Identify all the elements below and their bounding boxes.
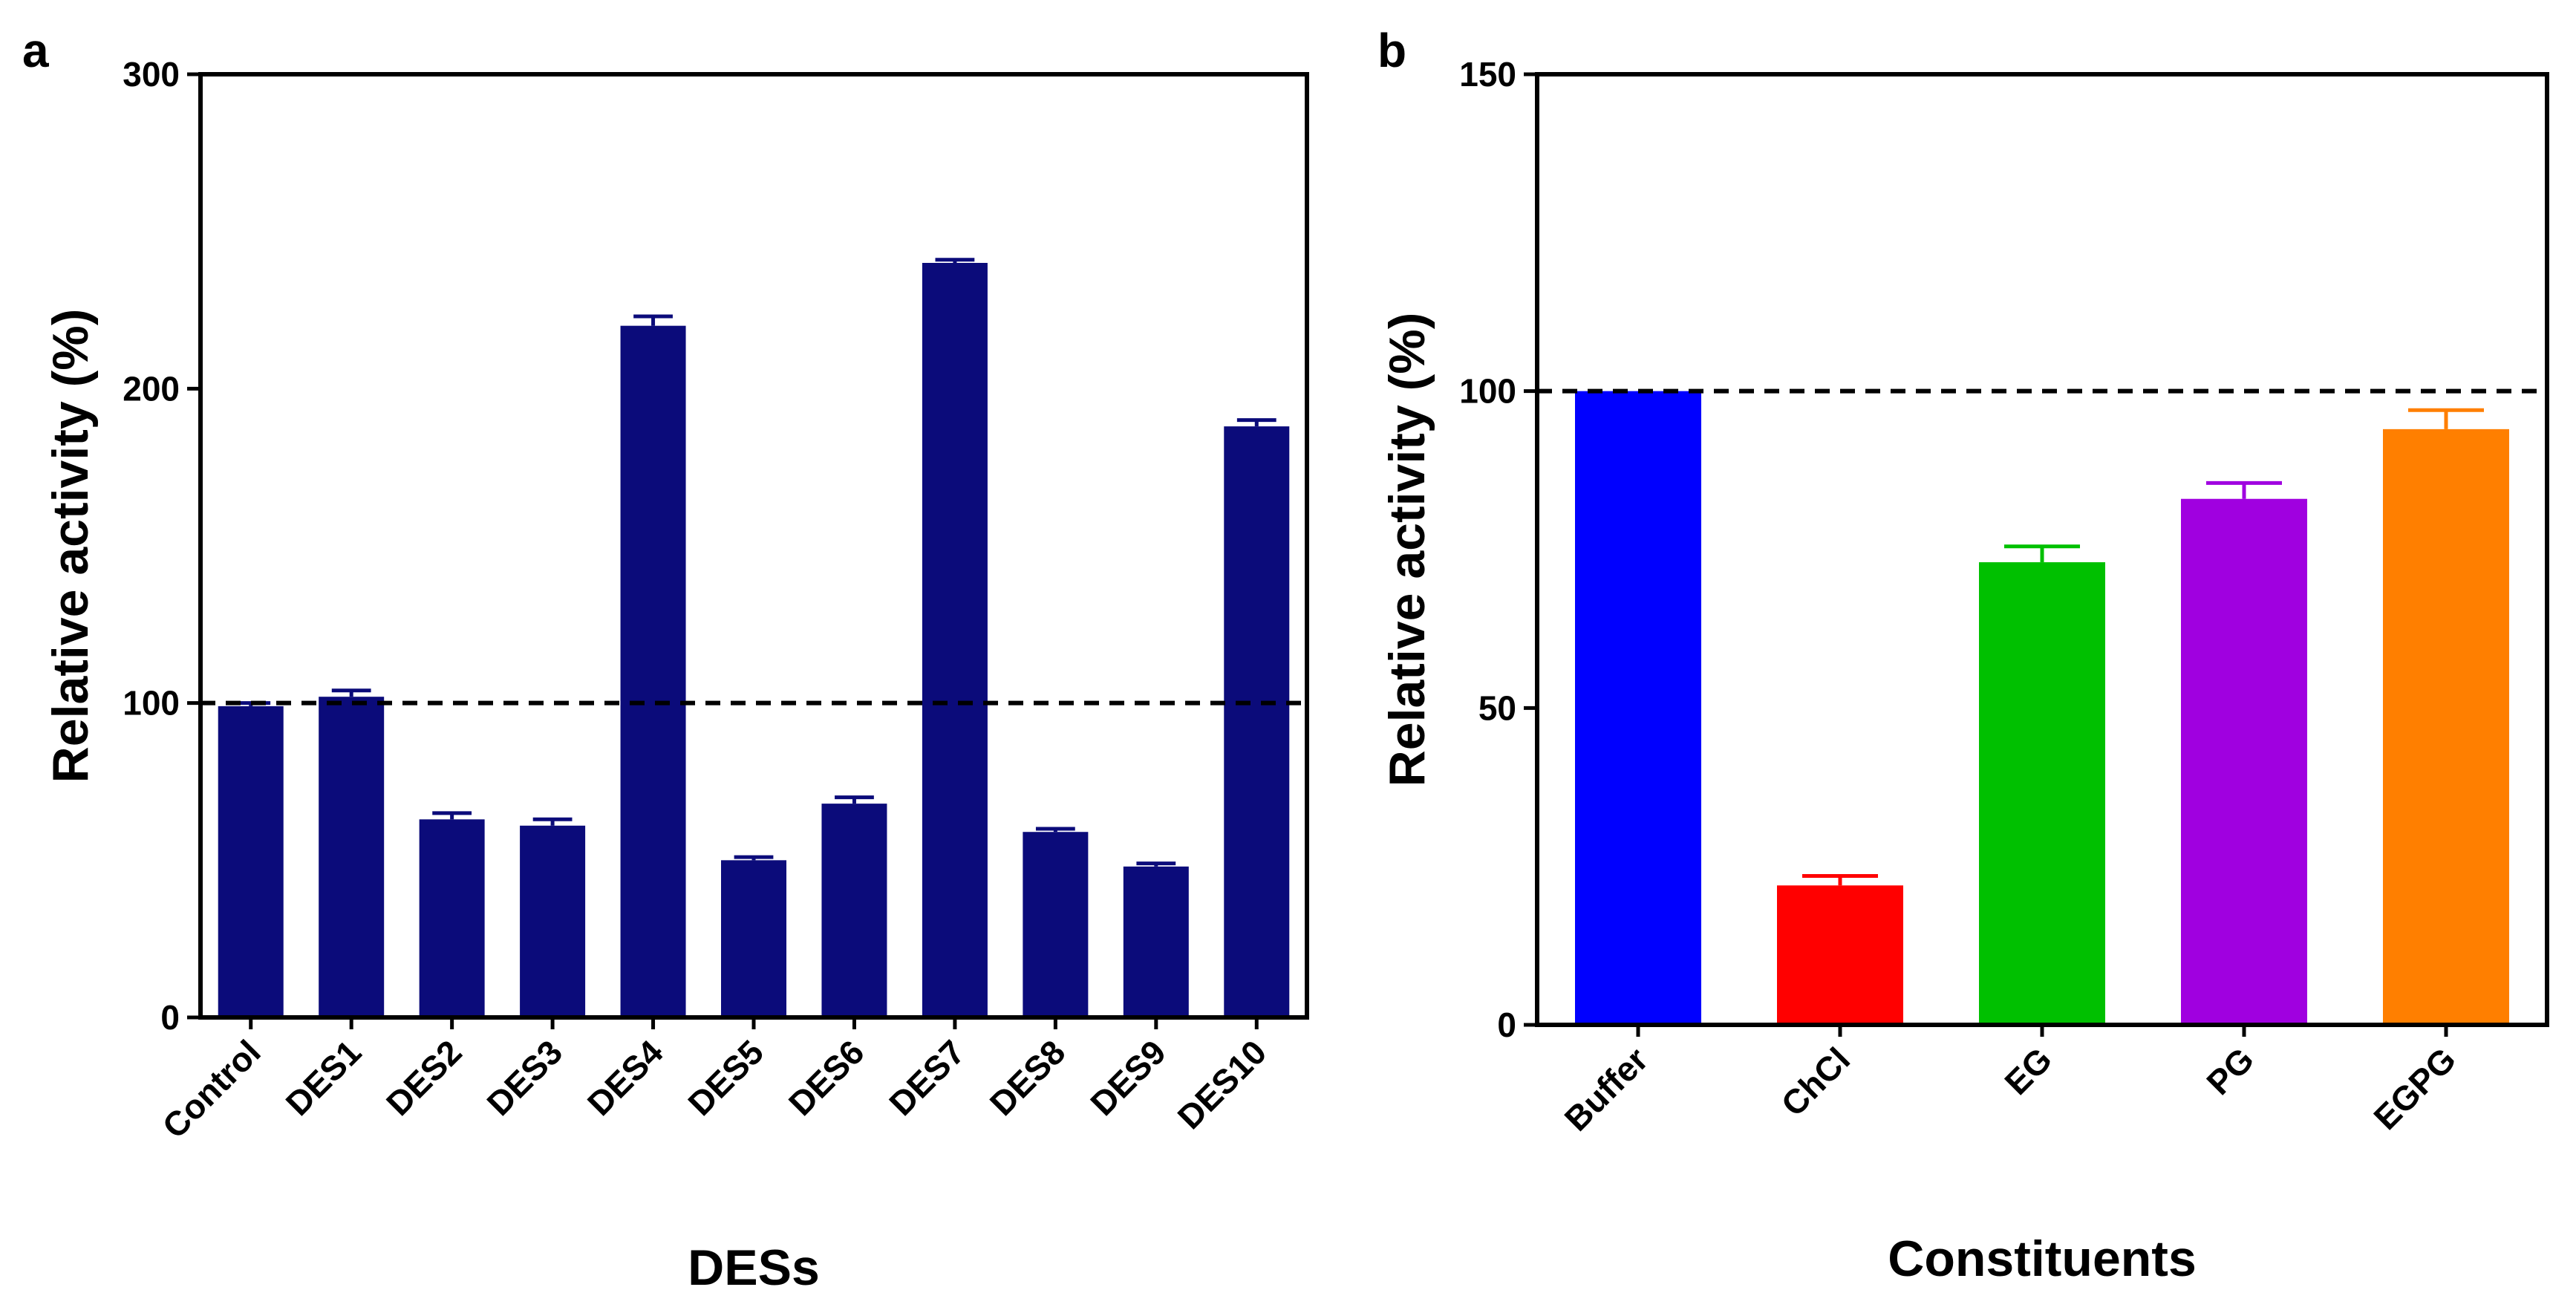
bar-des1 <box>319 697 385 1017</box>
panel-label: b <box>1377 24 1406 77</box>
bar-des6 <box>821 804 887 1017</box>
category-label-des7: DES7 <box>881 1032 972 1123</box>
y-tick-label: 100 <box>123 684 180 723</box>
y-tick-label: 100 <box>1459 372 1516 411</box>
bar-des8 <box>1023 832 1089 1017</box>
bar-pg <box>2181 498 2307 1025</box>
category-label-egpg: EGPG <box>2366 1040 2463 1137</box>
category-label-chcl: ChCl <box>1773 1040 1857 1124</box>
bar-des10 <box>1224 426 1290 1017</box>
bar-des3 <box>520 825 586 1017</box>
plot-frame <box>198 72 1309 1020</box>
category-label-buffer: Buffer <box>1557 1040 1656 1138</box>
category-label-des6: DES6 <box>781 1032 872 1123</box>
category-label-des5: DES5 <box>680 1032 771 1123</box>
y-tick-label: 300 <box>123 55 180 94</box>
x-axis-title: Constituents <box>1888 1231 2197 1287</box>
plot-frame <box>1535 72 2549 1027</box>
bar-des5 <box>721 860 786 1017</box>
x-axis-title: DESs <box>688 1239 820 1296</box>
y-axis-title: Relative activity (%) <box>1379 313 1435 787</box>
category-label-pg: PG <box>2199 1040 2261 1102</box>
category-label-des3: DES3 <box>479 1032 570 1123</box>
bar-egpg <box>2383 429 2509 1025</box>
category-label-des8: DES8 <box>982 1032 1073 1123</box>
bar-des4 <box>620 325 686 1018</box>
y-axis-title: Relative activity (%) <box>42 309 99 783</box>
category-label-des9: DES9 <box>1083 1032 1173 1123</box>
chart-panel-a: a Control DES1 DES2 DES3 DES4 DES5 DES6 DES7 DES8… <box>22 24 1309 1296</box>
panel-label: a <box>22 24 49 77</box>
y-tick-label: 200 <box>123 369 180 408</box>
bar-des7 <box>922 263 988 1017</box>
y-tick-label: 0 <box>1497 1006 1516 1044</box>
category-label-des4: DES4 <box>580 1032 671 1123</box>
bar-buffer <box>1575 391 1701 1025</box>
category-label-control: Control <box>154 1032 267 1145</box>
category-label-des2: DES2 <box>379 1032 469 1123</box>
category-label-des10: DES10 <box>1170 1032 1274 1136</box>
y-tick-label: 0 <box>160 998 180 1037</box>
bar-des2 <box>419 819 485 1017</box>
category-label-eg: EG <box>1997 1040 2059 1102</box>
category-label-des1: DES1 <box>278 1032 369 1123</box>
y-tick-label: 150 <box>1459 55 1516 94</box>
bar-chcl <box>1777 885 1903 1025</box>
bar-eg <box>1979 562 2105 1025</box>
y-tick-label: 50 <box>1478 688 1516 727</box>
bar-des9 <box>1123 866 1189 1017</box>
bar-control <box>218 706 284 1017</box>
